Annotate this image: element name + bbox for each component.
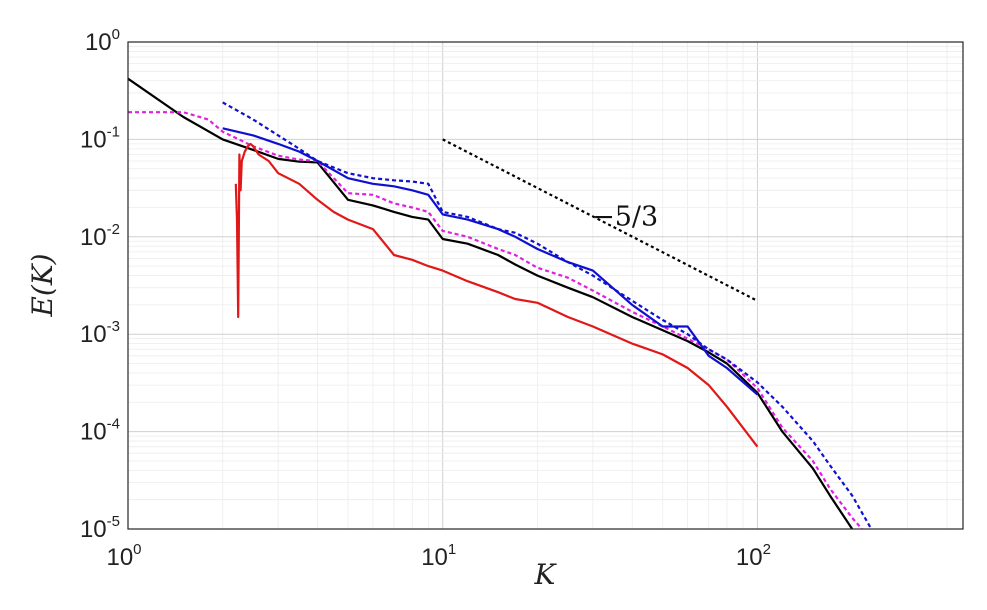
y-tick-labels: 100 10-1 10-2 10-3 10-4 10-5	[80, 26, 120, 543]
x-tick-labels: 100 101 102	[106, 541, 770, 571]
y-tick-label: 10-4	[80, 416, 120, 446]
y-tick-label: 10-5	[80, 513, 120, 543]
y-tick-label: 10-2	[80, 221, 120, 251]
series-line-5	[234, 142, 759, 448]
x-tick-label: 100	[106, 541, 141, 571]
x-tick-label: 102	[736, 541, 771, 571]
reference-slope-layer: −5/3	[442, 138, 758, 302]
series-line-1	[127, 77, 854, 530]
series-layer	[127, 77, 873, 530]
y-tick-label: 100	[85, 26, 120, 56]
series-line-3	[222, 127, 759, 396]
y-axis-label: E(K)	[26, 253, 59, 317]
x-axis-label: K	[534, 558, 558, 591]
y-tick-label: 10-3	[80, 318, 120, 348]
x-tick-label: 101	[421, 541, 456, 571]
y-tick-label: 10-1	[80, 123, 120, 153]
plot-background	[128, 42, 963, 529]
series-line-4	[222, 101, 873, 530]
reference-slope-label: −5/3	[592, 202, 658, 233]
reference-slope-line	[442, 138, 758, 302]
plot-frame	[127, 41, 964, 530]
